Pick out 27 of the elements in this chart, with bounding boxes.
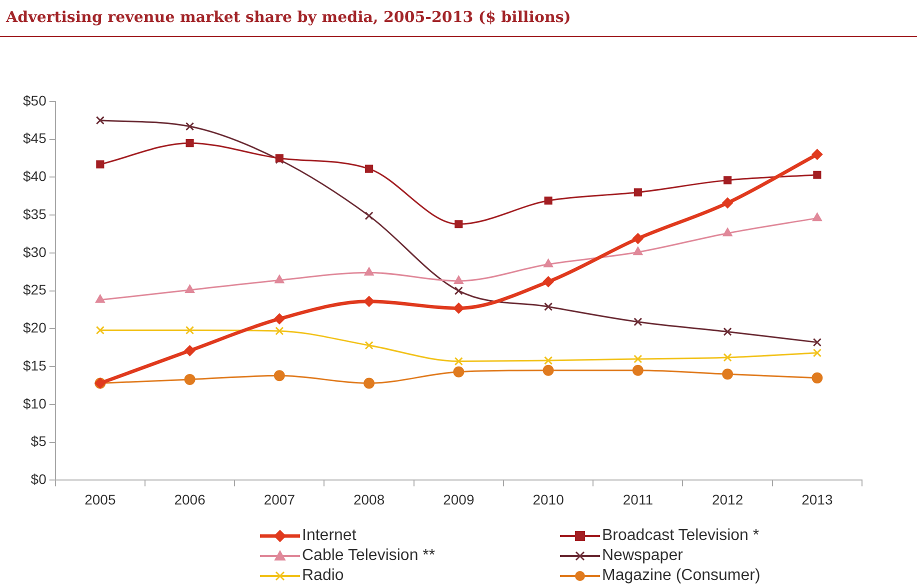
legend-label: Broadcast Television * (602, 526, 760, 544)
y-tick-label: $5 (30, 433, 47, 450)
y-tick-label: $50 (23, 92, 47, 108)
legend-label: Radio (302, 566, 344, 584)
y-tick-label: $35 (23, 206, 47, 222)
x-tick-label: 2008 (353, 491, 385, 508)
y-tick-label: $30 (23, 244, 47, 260)
legend-label: Cable Television ** (302, 546, 436, 564)
legend-label: Magazine (Consumer) (602, 566, 760, 584)
x-tick-label: 2005 (84, 491, 116, 508)
y-tick-label: $10 (23, 395, 47, 412)
x-tick-label: 2009 (443, 491, 474, 508)
chart-title: Advertising revenue market share by media, 2005-2013 ($ billions) (6, 8, 571, 26)
y-tick-label: $40 (23, 168, 47, 184)
x-tick-label: 2010 (532, 491, 564, 508)
x-tick-label: 2006 (174, 491, 206, 508)
x-tick-label: 2007 (264, 491, 296, 508)
y-tick-label: $20 (23, 320, 47, 336)
y-tick-label: $0 (30, 471, 47, 488)
y-tick-label: $45 (23, 130, 47, 146)
x-tick-label: 2013 (802, 491, 833, 508)
y-tick-label: $25 (23, 282, 47, 298)
x-tick-label: 2012 (712, 491, 744, 508)
legend-label: Newspaper (602, 546, 683, 564)
y-tick-label: $15 (23, 357, 47, 374)
legend-label: Internet (302, 526, 356, 544)
x-tick-label: 2011 (622, 491, 654, 508)
